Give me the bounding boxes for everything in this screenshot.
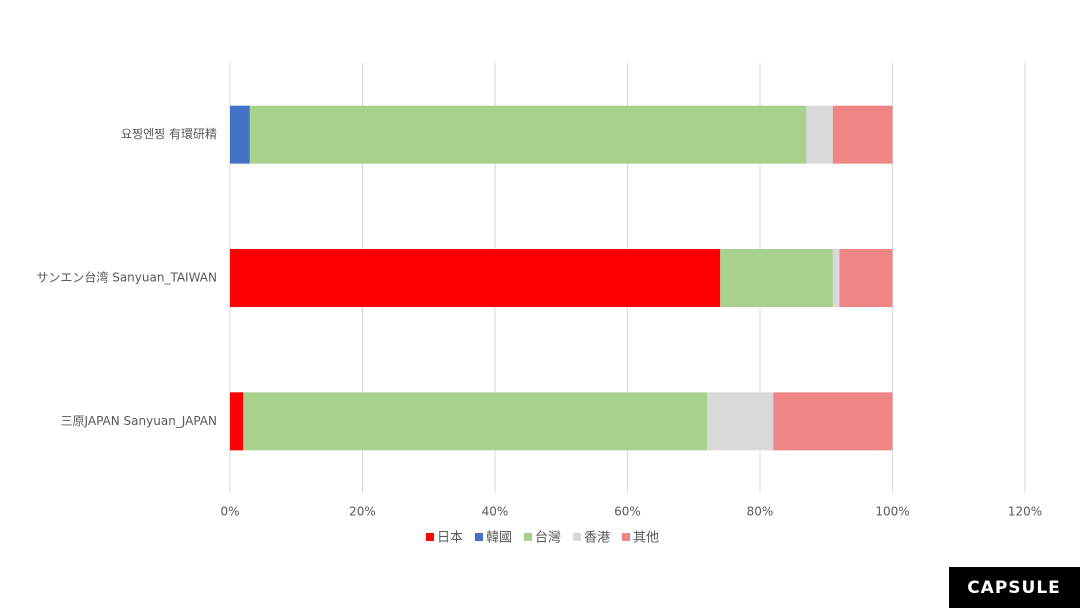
bar-segment [839,249,893,307]
bar-segment [230,105,250,164]
x-tick-label: 120% [1008,505,1042,519]
bar-segment [243,392,707,451]
bar-segment [230,249,721,307]
bar-segment [707,392,774,451]
legend-swatch [425,533,434,541]
y-tick-label: サンエン台湾 Sanyuan_TAIWAN [36,270,217,285]
y-tick-label: 三原JAPAN Sanyuan_JAPAN [61,414,217,428]
legend-label: 日本 [437,531,463,546]
x-tick-label: 40% [482,505,509,519]
bar-segment [832,105,893,164]
y-tick-label: 요찡엔찡 有環研精 [121,127,217,141]
legend-label: 香港 [584,531,610,546]
legend-label: 韓國 [486,531,512,546]
legend-label: 台灣 [535,531,561,546]
legend-swatch [523,533,532,541]
bar-segment [230,392,244,451]
legend-swatch [622,533,631,541]
legend: 日本 韓國 台灣 香港 其他 [425,531,659,546]
legend-swatch [474,533,483,541]
x-tick-label: 60% [614,505,641,519]
bar-segment [720,249,833,307]
legend-label: 其他 [633,531,659,546]
x-tick-label: 80% [747,505,774,519]
logo: CAPSULE [967,578,1061,598]
bar-segment [832,249,840,307]
legend-swatch [573,533,582,541]
bar-segment [773,392,893,451]
logo-box [949,567,1080,608]
bar-segment [806,105,833,164]
bar-segment [249,105,807,164]
x-tick-label: 0% [220,505,239,519]
x-tick-label: 20% [349,505,376,519]
x-tick-label: 100% [875,505,909,519]
